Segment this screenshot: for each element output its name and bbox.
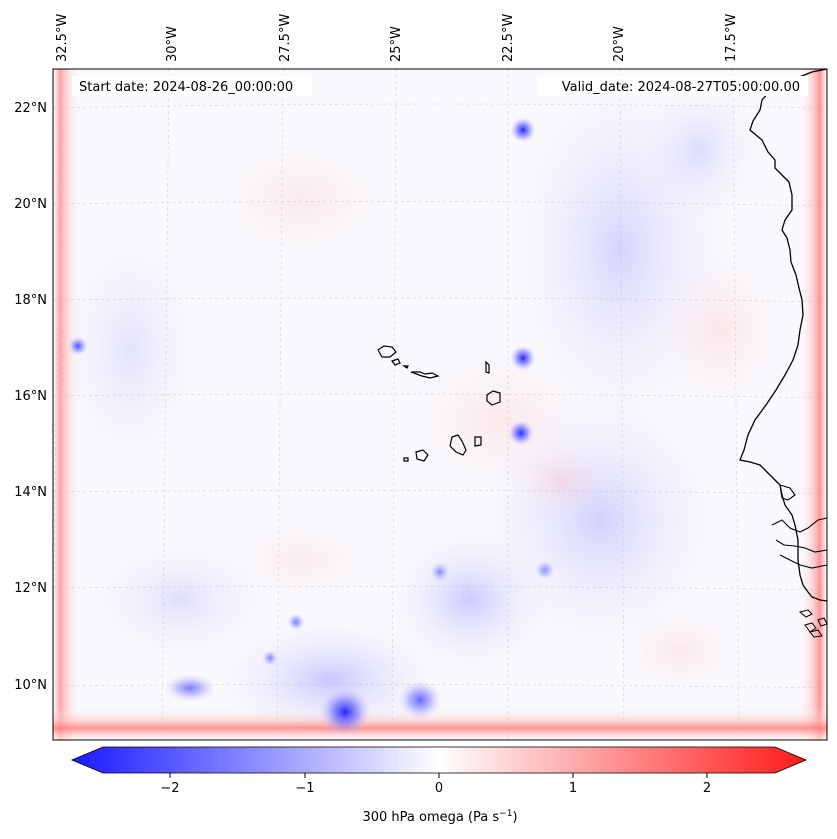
lon-label-20w: 20°W (612, 26, 627, 62)
lat-label-10n: 10°N (14, 678, 47, 693)
coast-inlet-b (771, 517, 828, 569)
colorbar-label-close: ) (512, 810, 517, 825)
colorbar-ticks (169, 773, 708, 778)
bijagos-islands (798, 609, 828, 638)
island-santo-antao (377, 345, 397, 358)
cape-verde-islands (377, 345, 501, 462)
gridlines (53, 69, 827, 740)
colorbar-tick-2: 2 (703, 781, 711, 796)
lon-label-22-5w: 22.5°W (501, 14, 516, 62)
start-date-label: Start date: 2024-08-26_00:00:00 (79, 80, 293, 95)
island-maio (474, 436, 482, 447)
lat-label-18n: 18°N (14, 293, 47, 308)
island-santiago (449, 434, 467, 456)
lon-label-17-5w: 17.5°W (724, 14, 739, 62)
island-sal (485, 360, 490, 374)
colorbar-label-sup: −1 (499, 809, 512, 819)
map-frame (52, 68, 828, 741)
colorbar-tick-neg2: −2 (160, 781, 179, 796)
west-african-coastline (739, 68, 828, 602)
colorbar-tick-neg1: −1 (295, 781, 314, 796)
lat-label-16n: 16°N (14, 389, 47, 404)
lon-label-27-5w: 27.5°W (278, 14, 293, 62)
colorbar-bar (70, 746, 808, 774)
colorbar-tick-1: 1 (569, 781, 577, 796)
colorbar-label: 300 hPa omega (Pa s−1) (362, 809, 517, 825)
lat-label-22n: 22°N (14, 101, 47, 116)
lon-label-32-5w: 32.5°W (55, 14, 70, 62)
coast-inlet-a (779, 484, 796, 501)
island-fogo (415, 449, 429, 462)
lat-label-12n: 12°N (14, 581, 47, 596)
lat-label-14n: 14°N (14, 485, 47, 500)
longitude-labels: 32.5°W 30°W 27.5°W 25°W 22.5°W 20°W 17.5… (55, 14, 739, 62)
lon-label-25w: 25°W (389, 26, 404, 62)
island-santa-luzia (402, 365, 409, 369)
valid-date-label: Valid_date: 2024-08-27T05:00:00.00 (562, 80, 800, 95)
island-sao-vicente (391, 358, 401, 366)
colorbar-label-main: 300 hPa omega (Pa s (362, 810, 499, 825)
island-boa-vista (486, 390, 501, 406)
lon-label-30w: 30°W (165, 26, 180, 62)
latitude-labels: 22°N 20°N 18°N 16°N 14°N 12°N 10°N (14, 101, 47, 693)
lat-label-20n: 20°N (14, 197, 47, 212)
start-date-box (72, 76, 312, 96)
colorbar-tick-0: 0 (435, 781, 443, 796)
island-sao-nicolau (410, 371, 440, 379)
valid-date-box (538, 76, 808, 96)
colorbar: −2 −1 0 1 2 300 hPa omega (Pa s−1) (70, 746, 808, 825)
island-brava (403, 457, 409, 462)
omega-field (53, 69, 827, 740)
